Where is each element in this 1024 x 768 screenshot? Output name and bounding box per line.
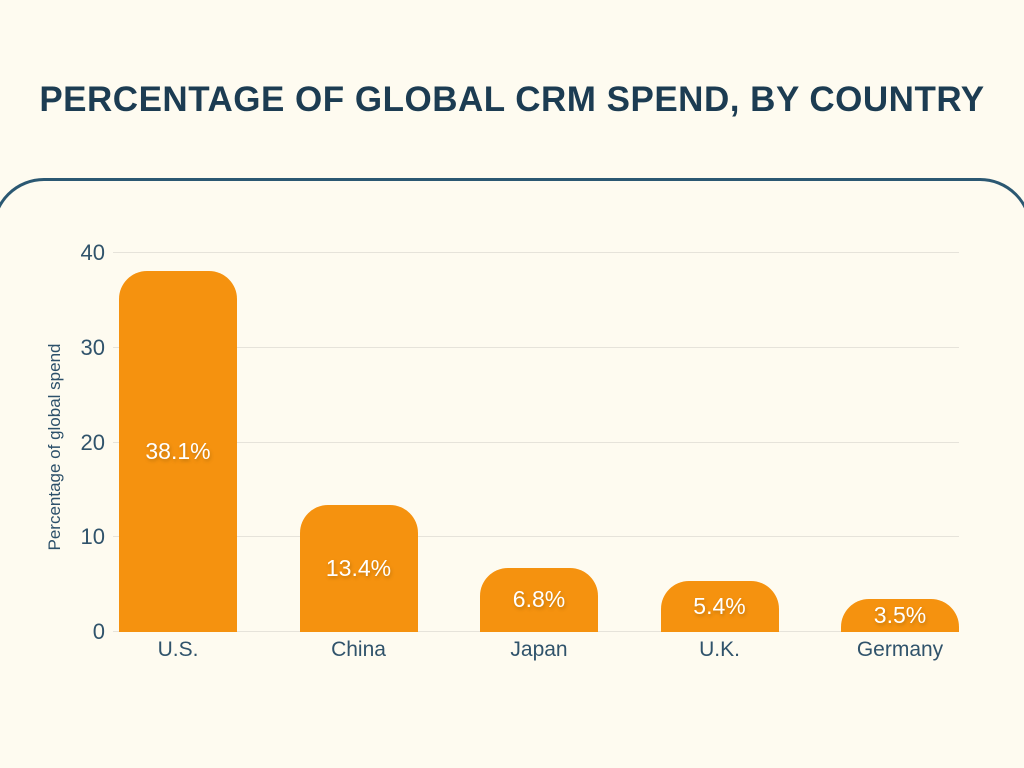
x-label-u-s: U.S. xyxy=(157,638,199,661)
x-label-china: China xyxy=(331,638,386,661)
bar-china: 13.4% xyxy=(299,505,418,632)
chart-panel-border xyxy=(0,178,1024,768)
bar-u-s: 38.1% xyxy=(119,271,237,632)
bar-u-k: 5.4% xyxy=(660,580,779,632)
bar-value-label-germany: 3.5% xyxy=(873,601,927,628)
x-label-germany: Germany xyxy=(856,638,944,661)
x-label-japan: Japan xyxy=(510,638,568,661)
y-tick-label-20: 20 xyxy=(80,429,105,455)
y-tick-label-0: 0 xyxy=(92,619,105,644)
bar-value-label-u-s: 38.1% xyxy=(145,437,211,464)
bar-value-label-japan: 6.8% xyxy=(512,586,566,613)
y-tick-label-10: 10 xyxy=(80,524,105,550)
bar-value-label-china: 13.4% xyxy=(325,555,392,581)
gridline-10 xyxy=(113,536,959,538)
chart-title: PERCENTAGE OF GLOBAL CRM SPEND, BY COUNT… xyxy=(39,80,985,119)
x-label-u-k: U.K. xyxy=(699,638,740,661)
bar-value-label-u-k: 5.4% xyxy=(693,592,746,619)
gridline-40 xyxy=(113,252,959,253)
y-tick-label-40: 40 xyxy=(80,240,105,265)
y-tick-label-30: 30 xyxy=(80,334,105,360)
bar-japan: 6.8% xyxy=(480,567,598,632)
bar-germany: 3.5% xyxy=(841,598,959,632)
gridline-20 xyxy=(113,441,959,443)
gridline-30 xyxy=(113,346,959,348)
